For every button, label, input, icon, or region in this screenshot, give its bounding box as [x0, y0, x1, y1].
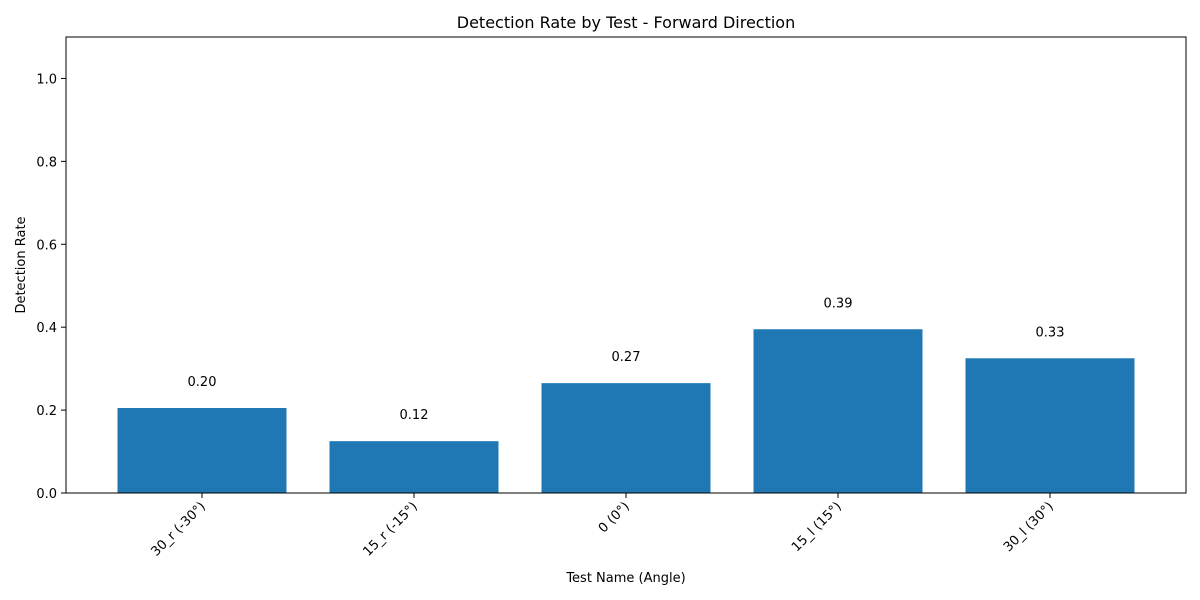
bar-value-labels: 0.20 0.12 0.27 0.39 0.33 [188, 296, 1065, 423]
bar-value-label: 0.39 [824, 296, 853, 311]
y-tick-label: 1.0 [36, 72, 57, 87]
bar-value-label: 0.12 [400, 408, 429, 423]
y-tick-label: 0.0 [36, 487, 57, 502]
bar-value-label: 0.33 [1036, 325, 1065, 340]
bar-value-label: 0.27 [612, 350, 641, 365]
x-tick-label: 15_r (-15°) [360, 499, 420, 559]
y-tick-label: 0.4 [36, 321, 57, 336]
y-tick-label: 0.2 [36, 404, 57, 419]
x-axis-label: Test Name (Angle) [565, 571, 685, 586]
x-tick-label: 30_r (-30°) [148, 499, 208, 559]
bar [965, 358, 1135, 493]
y-axis-label: Detection Rate [14, 216, 29, 313]
bar [329, 441, 499, 493]
x-axis: 30_r (-30°) 15_r (-15°) 0 (0°) 15_l (15°) 30… [148, 493, 1057, 560]
y-axis: 0.0 0.2 0.4 0.6 0.8 1.0 [36, 72, 66, 502]
y-tick-label: 0.6 [36, 238, 57, 253]
plot-frame [65, 36, 1187, 494]
y-tick-label: 0.8 [36, 155, 57, 170]
x-tick-label: 30_l (30°) [1001, 499, 1057, 555]
chart-title: Detection Rate by Test - Forward Directi… [457, 13, 795, 32]
bar [753, 329, 923, 493]
bars-group [117, 329, 1135, 493]
x-tick-label: 0 (0°) [596, 499, 633, 536]
x-tick-label: 15_l (15°) [789, 499, 845, 555]
bar-value-label: 0.20 [188, 375, 217, 390]
bar [541, 383, 711, 493]
bar [117, 408, 287, 493]
